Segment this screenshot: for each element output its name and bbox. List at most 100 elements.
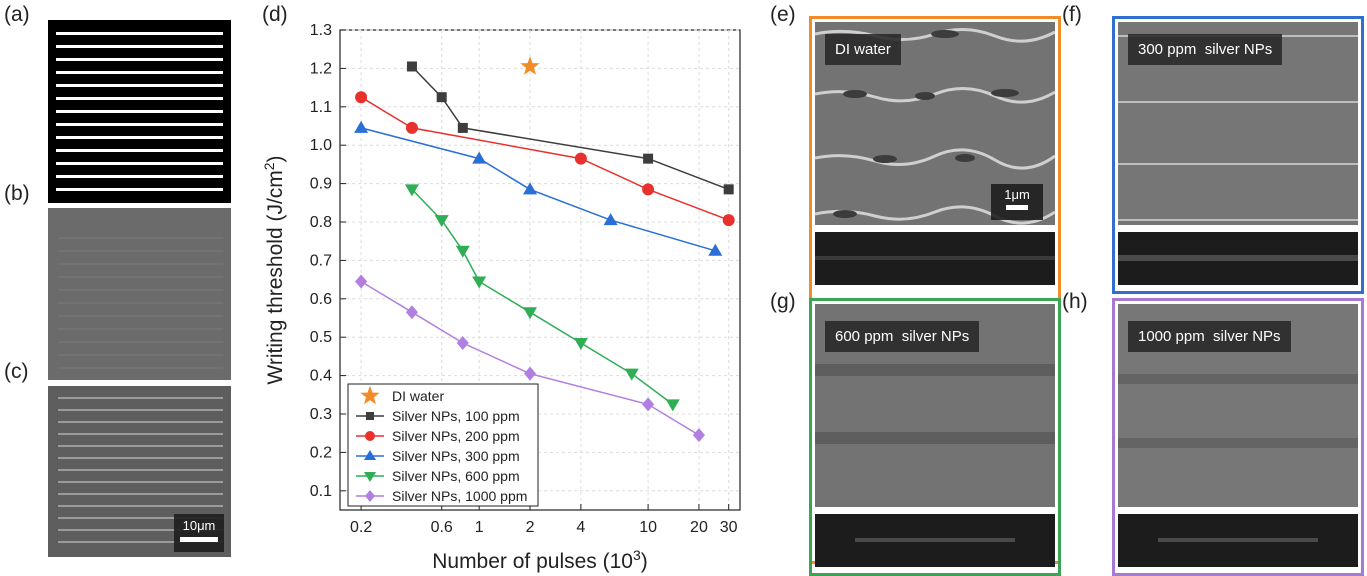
legend-item: Silver NPs, 1000 ppm xyxy=(356,488,527,504)
sem-texture-h xyxy=(1118,374,1358,448)
scalebar-c-bar xyxy=(180,537,218,542)
marker-diamond xyxy=(524,366,537,381)
legend-item: Silver NPs, 100 ppm xyxy=(356,408,520,424)
marker-diamond xyxy=(365,490,375,502)
series-silver-nps-1000-ppm xyxy=(355,274,705,443)
x-tick-label: 30 xyxy=(720,519,738,536)
data-series xyxy=(354,56,735,443)
y-tick-label: 0.3 xyxy=(310,406,332,423)
panel-label-a: (a) xyxy=(4,3,30,26)
panel-label-e: (e) xyxy=(770,3,796,26)
sem-label-e: DI water xyxy=(825,34,901,65)
panel-label-b: (b) xyxy=(4,182,30,205)
scalebar-c: 10μm xyxy=(174,514,224,552)
marker-star xyxy=(520,56,540,75)
marker-circle xyxy=(365,431,375,441)
y-tick-label: 0.9 xyxy=(310,176,332,193)
legend-label: DI water xyxy=(392,388,444,404)
threshold-chart: 0.1 0.2 0.3 0.4 0.5 0.6 0.7 0.8 0.9 1.0 1.1 1.2 1.3 0… xyxy=(261,22,741,573)
fft-image-g xyxy=(815,514,1055,567)
marker-triangle-up xyxy=(603,213,618,226)
sem-label-g: 600 ppm silver NPs xyxy=(825,321,980,352)
sem-texture-g xyxy=(815,364,1055,444)
series-line xyxy=(360,280,700,436)
y-tick-label: 0.7 xyxy=(310,252,332,269)
y-tick-label: 1.0 xyxy=(310,137,332,154)
sem-label-f: 300 ppm silver NPs xyxy=(1128,34,1283,65)
marker-square xyxy=(436,92,447,103)
sem-panel-g: 600 ppm silver NPs xyxy=(809,298,1061,576)
sem-texture-b xyxy=(58,237,223,369)
x-axis-label: Number of pulses (103) xyxy=(432,547,648,573)
y-tick-label: 1.1 xyxy=(310,99,332,116)
legend-label: Silver NPs, 200 ppm xyxy=(392,428,520,444)
legend-item: DI water xyxy=(360,385,444,405)
y-axis-label: Writing threshold (J/cm2) xyxy=(261,155,287,384)
sem-image-e: DI water 1μm xyxy=(814,22,1056,225)
marker-triangle-up xyxy=(472,151,487,164)
marker-triangle-down xyxy=(434,215,449,228)
marker-triangle-down xyxy=(404,184,419,197)
marker-triangle-down xyxy=(472,276,487,289)
legend-item: Silver NPs, 300 ppm xyxy=(356,448,520,464)
marker-diamond xyxy=(692,428,705,443)
y-tick-label: 0.8 xyxy=(310,214,332,231)
marker-circle xyxy=(642,183,655,196)
sem-image-h: 1000 ppm silver NPs xyxy=(1118,304,1358,507)
x-tick-label: 20 xyxy=(690,519,708,536)
series-silver-nps-100-ppm xyxy=(406,61,734,195)
series-di-water xyxy=(520,56,540,75)
legend-label: Silver NPs, 100 ppm xyxy=(392,408,520,424)
panel-label-f: (f) xyxy=(1062,3,1082,26)
fft-image-e xyxy=(815,232,1055,285)
legend-label: Silver NPs, 1000 ppm xyxy=(392,488,527,504)
y-tick-label: 0.2 xyxy=(310,444,332,461)
y-tick-label: 0.5 xyxy=(310,329,332,346)
marker-square xyxy=(366,412,374,420)
scalebar-e-label: 1μm xyxy=(1004,187,1030,202)
marker-circle xyxy=(574,152,587,165)
series-line xyxy=(411,188,674,406)
x-tick-label: 0.6 xyxy=(431,519,453,536)
sem-texture-e xyxy=(814,28,1056,225)
sem-panel-e: DI water 1μm xyxy=(809,16,1061,564)
legend: DI water Silver NPs, 100 ppm Silver NPs, 2… xyxy=(347,383,539,507)
marker-triangle-up xyxy=(354,120,369,133)
sem-image-b xyxy=(48,208,231,380)
marker-circle xyxy=(722,214,735,227)
marker-triangle-down xyxy=(665,399,680,412)
x-tick-label: 4 xyxy=(576,519,585,536)
y-tick-label: 1.2 xyxy=(310,60,332,77)
fft-texture-f xyxy=(1118,255,1358,261)
y-tick-label: 0.1 xyxy=(310,483,332,500)
marker-square xyxy=(406,61,417,72)
marker-triangle-up xyxy=(708,243,723,256)
fft-texture-e xyxy=(815,256,1055,260)
marker-diamond xyxy=(456,335,469,350)
marker-diamond xyxy=(355,274,368,289)
panel-label-c: (c) xyxy=(4,360,29,383)
marker-triangle-down xyxy=(364,472,376,482)
marker-square xyxy=(723,184,734,195)
fft-texture-h xyxy=(1158,538,1318,542)
scalebar-e-bar xyxy=(1006,205,1028,210)
legend-box xyxy=(347,383,539,507)
x-tick-label: 0.2 xyxy=(350,519,372,536)
panel-label-d: (d) xyxy=(262,3,288,26)
panel-label-h: (h) xyxy=(1062,290,1088,313)
pattern-image-a xyxy=(48,20,231,203)
axis-ticks: 0.1 0.2 0.3 0.4 0.5 0.6 0.7 0.8 0.9 1.0 1.1 1.2 1.3 0… xyxy=(310,22,738,536)
marker-square xyxy=(457,122,468,133)
scalebar-c-label: 10μm xyxy=(182,518,216,533)
series-silver-nps-300-ppm xyxy=(354,120,723,256)
fft-image-h xyxy=(1118,514,1358,567)
line-pattern xyxy=(56,32,223,191)
sem-image-f: 300 ppm silver NPs xyxy=(1118,22,1358,225)
legend-item: Silver NPs, 600 ppm xyxy=(356,468,520,484)
y-tick-label: 1.3 xyxy=(310,22,332,39)
series-silver-nps-200-ppm xyxy=(355,91,735,227)
sem-panel-h: 1000 ppm silver NPs xyxy=(1112,298,1364,576)
y-tick-label: 0.4 xyxy=(310,368,332,385)
x-tick-label: 10 xyxy=(639,519,657,536)
y-tick-label: 0.6 xyxy=(310,291,332,308)
